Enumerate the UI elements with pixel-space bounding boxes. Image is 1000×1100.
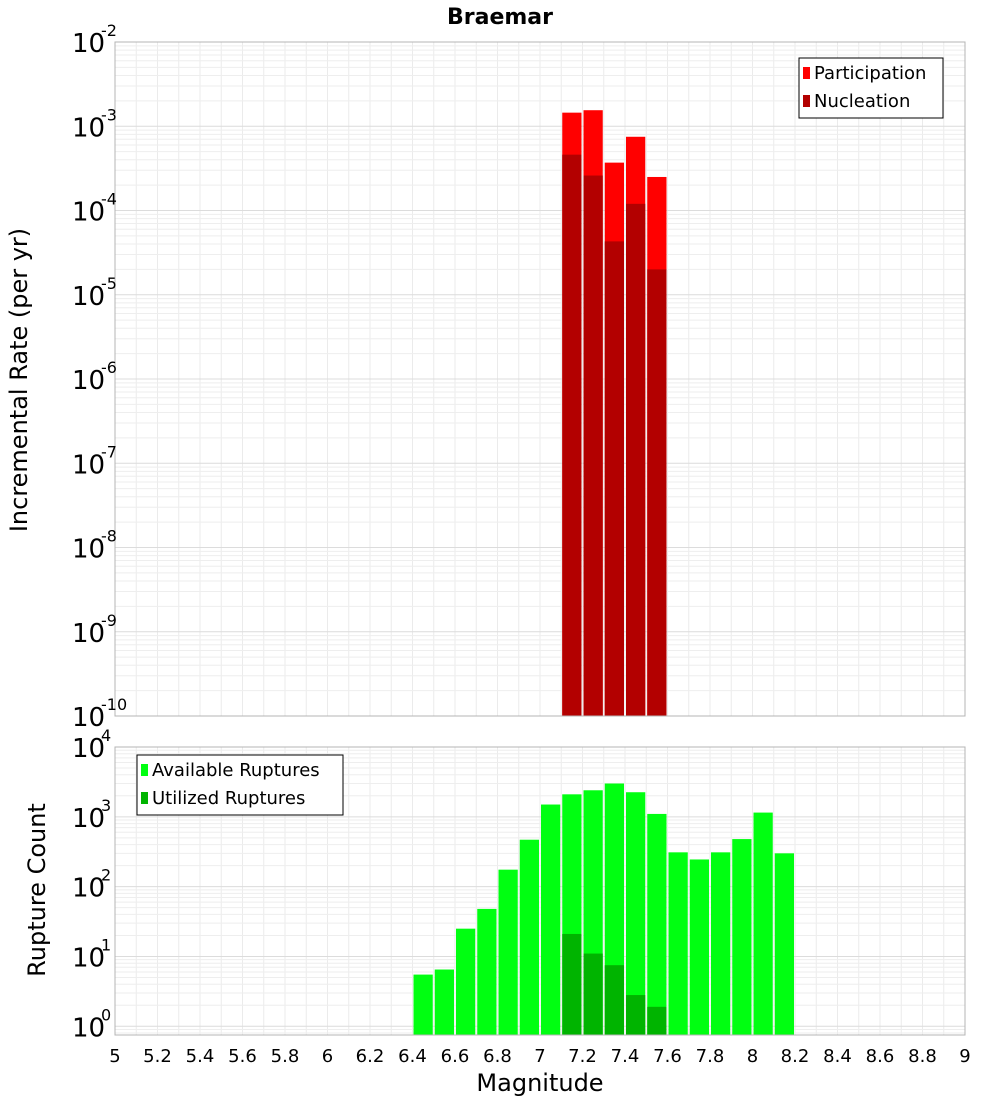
count-x-tick-label: 8.8: [908, 1046, 937, 1067]
count-x-tick-label: 7.8: [696, 1046, 725, 1067]
rate-y-tick-exponent: -6: [101, 358, 117, 377]
count-legend-label: Available Ruptures: [152, 760, 320, 781]
count-x-tick-label: 6.4: [398, 1046, 427, 1067]
count-x-tick-label: 5.8: [271, 1046, 300, 1067]
count-bar-series-1: [647, 813, 667, 1035]
count-x-tick-label: 8.4: [823, 1046, 852, 1067]
count-bar-series-1: [456, 928, 476, 1035]
count-bar-series-1: [711, 852, 731, 1035]
rate-y-tick-exponent: -2: [101, 21, 117, 40]
rate-y-tick-label: 10: [72, 535, 105, 565]
count-bar-series-1: [732, 839, 752, 1035]
count-x-tick-label: 6.6: [441, 1046, 470, 1067]
count-bar-series-2: [626, 995, 646, 1035]
rate-bar-series-2: [647, 269, 667, 716]
count-y-tick-label: 10: [72, 804, 105, 834]
count-bar-series-1: [541, 804, 561, 1035]
count-x-tick-label: 6.2: [356, 1046, 385, 1067]
rate-y-tick-label: 10: [72, 113, 105, 143]
participation-rate-panel: 10-1010-910-810-710-610-510-410-310-2Par…: [72, 21, 966, 733]
count-bar-series-2: [647, 1006, 667, 1035]
rate-legend-label: Nucleation: [814, 91, 910, 112]
count-x-tick-label: 5.6: [228, 1046, 257, 1067]
rate-legend-box: [798, 57, 944, 119]
rate-legend-label: Participation: [814, 63, 926, 84]
rate-y-tick-exponent: -4: [101, 190, 117, 209]
count-bar-series-1: [668, 852, 688, 1035]
count-y-tick-exponent: 0: [101, 1005, 111, 1024]
rate-y-tick-label: 10: [72, 450, 105, 480]
count-bar-series-1: [519, 839, 539, 1035]
count-x-tick-label: 8.6: [866, 1046, 895, 1067]
count-x-tick-label: 9: [959, 1046, 970, 1067]
rate-y-tick-label: 10: [72, 366, 105, 396]
rate-y-tick-exponent: -5: [101, 274, 117, 293]
x-axis-label: Magnitude: [476, 1069, 603, 1097]
rate-bar-series-2: [626, 203, 646, 716]
count-bar-series-1: [498, 869, 518, 1035]
rate-plot-border: [114, 41, 966, 717]
count-x-tick-label: 8: [747, 1046, 758, 1067]
count-bar-series-1: [774, 853, 794, 1035]
count-y-tick-exponent: 3: [101, 796, 111, 815]
count-legend-label: Utilized Ruptures: [152, 788, 305, 809]
count-x-tick-label: 7: [534, 1046, 545, 1067]
count-bar-series-1: [753, 812, 773, 1035]
count-y-tick-label: 10: [72, 734, 105, 764]
count-y-tick-exponent: 4: [101, 726, 111, 745]
count-x-tick-label: 6.8: [483, 1046, 512, 1067]
count-bar-series-2: [604, 965, 624, 1035]
rate-bars: [562, 110, 667, 717]
count-x-tick-label: 6: [322, 1046, 333, 1067]
rate-y-tick-label: 10: [72, 282, 105, 312]
count-legend: Available Ruptures Utilized Ruptures: [136, 754, 344, 816]
count-bars: [413, 783, 794, 1035]
count-x-tick-label: 5: [109, 1046, 120, 1067]
rate-y-tick-exponent: -7: [101, 442, 117, 461]
count-grid: [114, 747, 966, 1035]
rate-legend-swatch: [803, 67, 810, 79]
rate-y-tick-exponent: -10: [101, 695, 127, 714]
rate-y-tick-label: 10: [72, 703, 105, 733]
rate-y-tick-label: 10: [72, 198, 105, 228]
count-bar-series-2: [562, 933, 582, 1035]
chart-title: Braemar: [447, 5, 553, 30]
count-y-tick-exponent: 2: [101, 866, 111, 885]
rate-grid: [114, 42, 966, 717]
count-x-tick-label: 8.2: [781, 1046, 810, 1067]
count-bar-series-1: [434, 969, 454, 1035]
count-legend-swatch: [141, 792, 148, 804]
rate-legend: Participation Nucleation: [798, 57, 944, 119]
count-bar-series-1: [413, 974, 433, 1035]
rate-y-tick-label: 10: [72, 619, 105, 649]
y-axis-label-count: Rupture Count: [23, 803, 51, 977]
rate-y-tick-exponent: -3: [101, 105, 117, 124]
rate-bar-series-2: [562, 154, 582, 716]
rate-legend-swatch: [803, 95, 810, 107]
count-bar-series-1: [626, 792, 646, 1035]
count-legend-swatch: [141, 764, 148, 776]
y-axis-label-rate: Incremental Rate (per yr): [5, 228, 33, 532]
count-y-tick-exponent: 1: [101, 935, 111, 954]
count-y-tick-label: 10: [72, 943, 105, 973]
count-x-tick-label: 5.4: [186, 1046, 215, 1067]
count-bar-series-1: [689, 859, 709, 1035]
count-y-tick-label: 10: [72, 1013, 105, 1043]
rate-y-tick-exponent: -9: [101, 611, 117, 630]
rate-y-tick-exponent: -8: [101, 527, 117, 546]
rate-bar-series-2: [583, 175, 603, 716]
rate-bar-series-2: [604, 241, 624, 716]
count-x-tick-label: 7.4: [611, 1046, 640, 1067]
count-legend-box: [136, 754, 344, 816]
count-bar-series-1: [477, 908, 497, 1035]
count-x-tick-label: 7.2: [568, 1046, 597, 1067]
count-x-tick-label: 7.6: [653, 1046, 682, 1067]
count-x-tick-label: 5.2: [143, 1046, 172, 1067]
count-bar-series-2: [583, 953, 603, 1035]
rate-y-tick-label: 10: [72, 29, 105, 59]
count-plot-border: [114, 746, 966, 1036]
count-y-tick-label: 10: [72, 874, 105, 904]
